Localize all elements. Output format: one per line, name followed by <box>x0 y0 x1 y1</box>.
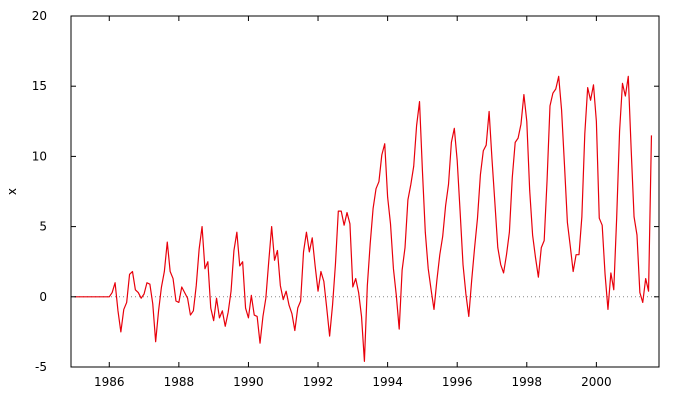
x-tick-label: 1986 <box>94 375 125 389</box>
y-tick-label: 0 <box>39 290 47 304</box>
y-axis-title: x <box>5 188 19 195</box>
y-tick-label: 10 <box>32 149 47 163</box>
x-tick-label: 1988 <box>164 375 195 389</box>
series-layer <box>74 75 653 362</box>
x-tick-label: 1996 <box>442 375 473 389</box>
y-tick-label: 15 <box>32 79 47 93</box>
y-tick-label: 20 <box>32 9 47 23</box>
x-tick-label: 1994 <box>372 375 403 389</box>
y-axis: -5 0 5 10 15 20 <box>32 9 659 374</box>
x-tick-label: 1992 <box>303 375 334 389</box>
series-line <box>74 75 653 362</box>
x-tick-label: 1990 <box>233 375 264 389</box>
x-tick-label: 2000 <box>581 375 612 389</box>
plot-frame <box>70 15 660 368</box>
x-tick-label: 1998 <box>512 375 543 389</box>
x-axis: 1986 1988 1990 1992 1994 1996 1998 2000 <box>94 16 612 389</box>
y-tick-label: -5 <box>35 360 47 374</box>
y-tick-label: 5 <box>39 220 47 234</box>
